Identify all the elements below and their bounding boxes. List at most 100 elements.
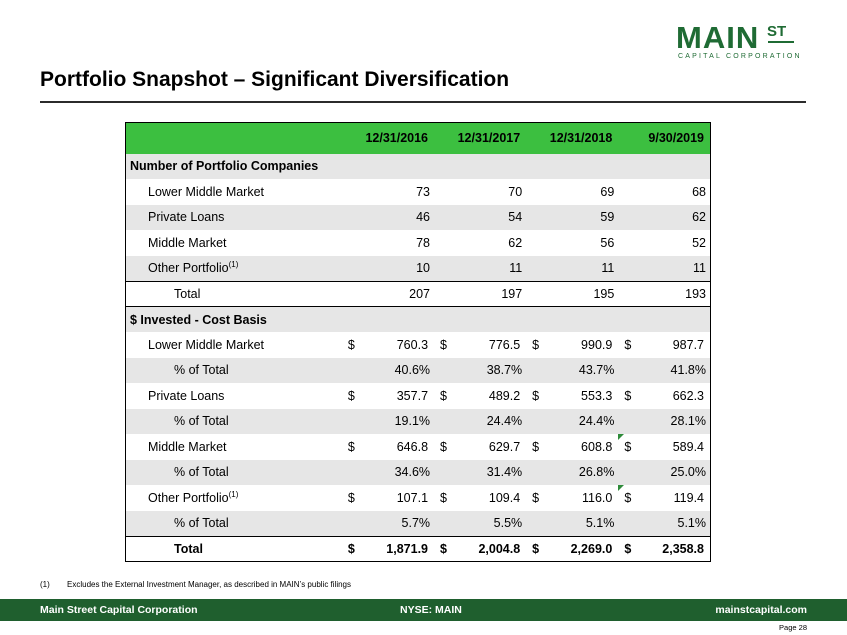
money-cell: $990.9	[526, 332, 618, 358]
cell-value: 589.4	[672, 439, 704, 454]
row-label: Private Loans	[125, 204, 342, 230]
cell-value: 760.3	[396, 337, 429, 352]
logo-st-text: ST	[767, 23, 787, 40]
cell-value: 40.6%	[341, 357, 435, 383]
currency-symbol: $	[532, 541, 540, 556]
logo-subtitle: CAPITAL CORPORATION	[678, 53, 802, 60]
row-label: Total	[125, 535, 342, 562]
table-row-total: Total 207 197 195 193	[125, 280, 711, 307]
money-cell: $1,871.9	[341, 535, 435, 562]
money-cell: $357.7	[342, 383, 434, 409]
table-row: Other Portfolio(1) 10 11 11 11	[125, 255, 711, 281]
cell-value: 52	[692, 235, 706, 250]
currency-symbol: $	[440, 541, 447, 556]
excel-comment-marker-icon	[618, 434, 625, 440]
table-row: % of Total 40.6% 38.7% 43.7% 41.8%	[125, 357, 711, 383]
cell-value: 56	[600, 235, 615, 250]
table-row: Lower Middle Market $760.3 $776.5 $990.9…	[126, 332, 711, 358]
row-label-cell: Other Portfolio(1)	[126, 485, 342, 511]
row-label: % of Total	[125, 459, 342, 485]
cell-value: 5.1%	[618, 510, 711, 536]
cell-value: 987.7	[672, 337, 704, 352]
main-street-logo: MAIN ST CAPITAL CORPORATION	[676, 22, 806, 62]
cell-value: 11	[526, 255, 619, 281]
cell-value: 553.3	[581, 388, 613, 403]
footnote-marker: (1)	[228, 489, 239, 499]
cell-value: 43.7%	[526, 357, 619, 383]
cell-value: 31.4%	[434, 459, 527, 485]
currency-symbol: $	[440, 490, 447, 505]
cell-value: 776.5	[488, 337, 521, 352]
logo-main-text: MAIN	[676, 20, 760, 55]
cell-value: 2,269.0	[570, 541, 613, 556]
cell-value: 357.7	[396, 388, 429, 403]
cell-value: 2,358.8	[662, 541, 704, 556]
header-label-cell	[125, 122, 342, 154]
money-cell: $646.8	[342, 434, 434, 460]
cell-value: 5.1%	[526, 510, 619, 536]
cell-value: 2,004.8	[478, 541, 521, 556]
section-row: $ Invested - Cost Basis	[125, 306, 711, 332]
money-cell: $608.8	[526, 434, 618, 460]
section-title: $ Invested - Cost Basis	[125, 306, 711, 332]
money-cell: $629.7	[434, 434, 526, 460]
cell-value: 109.4	[488, 490, 521, 505]
footer-ticker: NYSE: MAIN	[400, 604, 462, 616]
cell-value: 24.4%	[434, 408, 527, 434]
cell-value: 70	[508, 184, 523, 199]
excel-comment-marker-icon	[618, 485, 625, 491]
currency-symbol: $	[624, 490, 632, 505]
cell-value: 54	[434, 204, 527, 230]
currency-symbol: $	[347, 541, 355, 556]
cell-value: 608.8	[581, 439, 613, 454]
header-date: 12/31/2018	[526, 122, 619, 154]
cell-value: 19.1%	[341, 408, 435, 434]
footer-company: Main Street Capital Corporation	[40, 604, 198, 616]
cell-value: 489.2	[488, 388, 521, 403]
footnote-text: Excludes the External Investment Manager…	[67, 580, 351, 589]
money-cell: $2,358.8	[618, 535, 711, 562]
section-row: Number of Portfolio Companies	[125, 153, 711, 179]
cell-value: 78	[416, 235, 431, 250]
header-date: 9/30/2019	[618, 122, 711, 154]
row-label-cell: Other Portfolio(1)	[125, 255, 342, 281]
money-cell: $2,269.0	[526, 535, 619, 562]
cell-value: 24.4%	[526, 408, 619, 434]
cell-value: 11	[434, 255, 527, 281]
footnote-number: (1)	[40, 580, 50, 589]
footnote-marker: (1)	[228, 259, 239, 269]
row-label: Private Loans	[148, 388, 225, 403]
cell-value: 11	[618, 255, 711, 281]
money-cell: $2,004.8	[434, 535, 527, 562]
cell-value: 28.1%	[618, 408, 711, 434]
cell-value: 5.5%	[434, 510, 527, 536]
row-label: % of Total	[125, 408, 342, 434]
currency-symbol: $	[440, 337, 447, 352]
row-label: Lower Middle Market	[148, 337, 265, 352]
footer-bar: Main Street Capital Corporation NYSE: MA…	[0, 599, 847, 621]
table-row: Other Portfolio(1) $107.1 $109.4 $116.0 …	[126, 485, 711, 511]
money-cell: $119.4	[618, 485, 710, 511]
cell-value: 1,871.9	[386, 541, 429, 556]
money-cell: $589.4	[618, 434, 710, 460]
row-label: % of Total	[125, 357, 342, 383]
cell-value: 107.1	[396, 490, 429, 505]
cell-value: 46	[341, 204, 435, 230]
cell-value: 646.8	[396, 439, 429, 454]
cell-value: 34.6%	[341, 459, 435, 485]
money-cell: $760.3	[342, 332, 434, 358]
footer-website: mainstcapital.com	[715, 604, 807, 616]
row-label: Middle Market	[148, 235, 227, 250]
cell-value: 69	[600, 184, 615, 199]
footnote: (1) Excludes the External Investment Mana…	[40, 580, 351, 589]
table-row: % of Total 5.7% 5.5% 5.1% 5.1%	[125, 510, 711, 536]
currency-symbol: $	[347, 337, 355, 352]
currency-symbol: $	[532, 490, 540, 505]
currency-symbol: $	[532, 337, 540, 352]
cell-value: 10	[341, 255, 435, 281]
cell-value: 62	[508, 235, 523, 250]
row-label: % of Total	[125, 510, 342, 536]
table-header-row: 12/31/2016 12/31/2017 12/31/2018 9/30/20…	[125, 122, 711, 154]
currency-symbol: $	[440, 388, 447, 403]
cell-value: 5.7%	[341, 510, 435, 536]
